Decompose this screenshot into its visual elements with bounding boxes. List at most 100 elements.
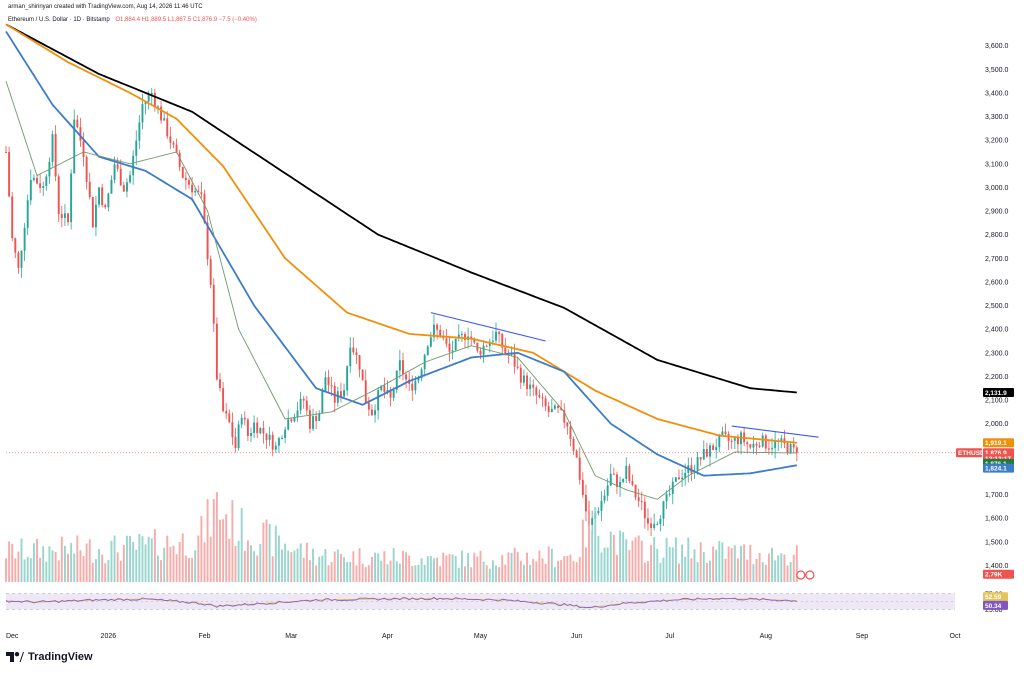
candle-body <box>749 444 752 448</box>
candle-body <box>296 410 299 417</box>
volume-bar <box>203 542 206 582</box>
candle-body <box>557 405 559 409</box>
volume-bar <box>240 508 243 582</box>
y-tick-label: 2,200.0 <box>985 374 1008 381</box>
volume-bar <box>262 522 265 582</box>
candle-body <box>550 408 553 413</box>
volume-bar <box>705 562 708 582</box>
rsi-line <box>5 596 797 609</box>
candle-body <box>85 156 88 182</box>
volume-bar <box>305 542 308 582</box>
volume-bar <box>287 550 290 582</box>
x-tick-label: Aug <box>760 633 773 640</box>
candle-body <box>243 417 246 420</box>
candle-body <box>755 443 758 446</box>
candle-body <box>11 196 14 239</box>
volume-bar <box>67 553 69 582</box>
volume-bar <box>321 555 324 582</box>
volume-bar <box>609 531 612 582</box>
candle-body <box>212 284 215 324</box>
volume-bar <box>200 515 203 582</box>
volume-bar <box>355 565 358 582</box>
candle-body <box>566 422 569 427</box>
candle-body <box>107 193 110 208</box>
volume-bar <box>622 532 625 582</box>
candle-body <box>377 390 380 411</box>
volume-bar <box>414 565 417 582</box>
tradingview-logo[interactable]: TradingView <box>6 651 93 663</box>
candle-body <box>786 443 789 453</box>
candle-body <box>5 151 7 153</box>
volume-bar <box>448 554 451 582</box>
candle-body <box>91 197 94 228</box>
volume-bar <box>79 550 82 582</box>
candle-body <box>721 431 724 435</box>
candle-body <box>758 445 761 447</box>
candle-body <box>464 334 466 341</box>
candle-body <box>699 457 702 460</box>
volume-bar <box>343 557 346 582</box>
volume-bar <box>405 552 408 582</box>
candle-body <box>783 438 786 444</box>
volume-bar <box>48 546 51 582</box>
volume-bar <box>132 542 135 582</box>
volume-bar <box>256 555 259 582</box>
volume-bar <box>395 561 398 582</box>
x-tick-label: May <box>474 633 488 640</box>
ma-line <box>5 31 797 477</box>
candle-body <box>491 340 494 342</box>
volume-bar <box>141 536 144 582</box>
candle-body <box>60 214 63 219</box>
volume-bar <box>284 543 287 582</box>
volume-bar <box>563 556 566 582</box>
volume-bar <box>302 557 305 582</box>
volume-bar <box>460 550 463 582</box>
candle-body <box>63 213 66 219</box>
volume-bar <box>758 553 761 582</box>
candle-body <box>712 445 715 451</box>
candle-body <box>181 166 184 178</box>
volume-bar <box>290 552 293 582</box>
candle-body <box>197 190 200 193</box>
x-tick-label: Jun <box>571 633 582 640</box>
candle-body <box>398 360 401 371</box>
volume-bar <box>222 519 225 582</box>
candle-body <box>119 168 122 186</box>
candle-body <box>274 445 277 450</box>
volume-bar <box>777 555 780 582</box>
candle-body <box>36 177 38 184</box>
volume-bar <box>225 514 228 582</box>
volume-bar <box>510 552 513 582</box>
candle-body <box>194 190 197 193</box>
volume-bar <box>8 541 11 582</box>
candle-body <box>538 395 541 398</box>
candle-body <box>448 343 451 352</box>
volume-bar <box>157 555 159 582</box>
volume-bar <box>94 559 97 582</box>
volume-bar <box>246 540 249 582</box>
volume-bar <box>206 499 209 582</box>
candle-body <box>411 383 414 391</box>
volume-bar <box>63 545 66 582</box>
y-tick-label: 2,300.0 <box>985 350 1008 357</box>
candle-body <box>308 410 311 429</box>
volume-bar <box>615 554 618 582</box>
volume-bar <box>569 554 572 582</box>
volume-bar <box>498 567 501 582</box>
candle-body <box>259 428 262 434</box>
candle-body <box>572 438 575 451</box>
volume-bar <box>367 565 370 582</box>
volume-bar <box>681 544 684 582</box>
volume-bar <box>268 524 271 582</box>
candle-body <box>67 213 69 223</box>
volume-bar <box>70 542 73 582</box>
volume-bar <box>26 556 29 582</box>
volume-bar <box>308 560 311 582</box>
candle-body <box>733 437 736 441</box>
volume-bar <box>172 545 175 582</box>
candle-body <box>262 428 265 434</box>
volume-bar <box>166 535 169 582</box>
volume-bar <box>281 549 283 582</box>
